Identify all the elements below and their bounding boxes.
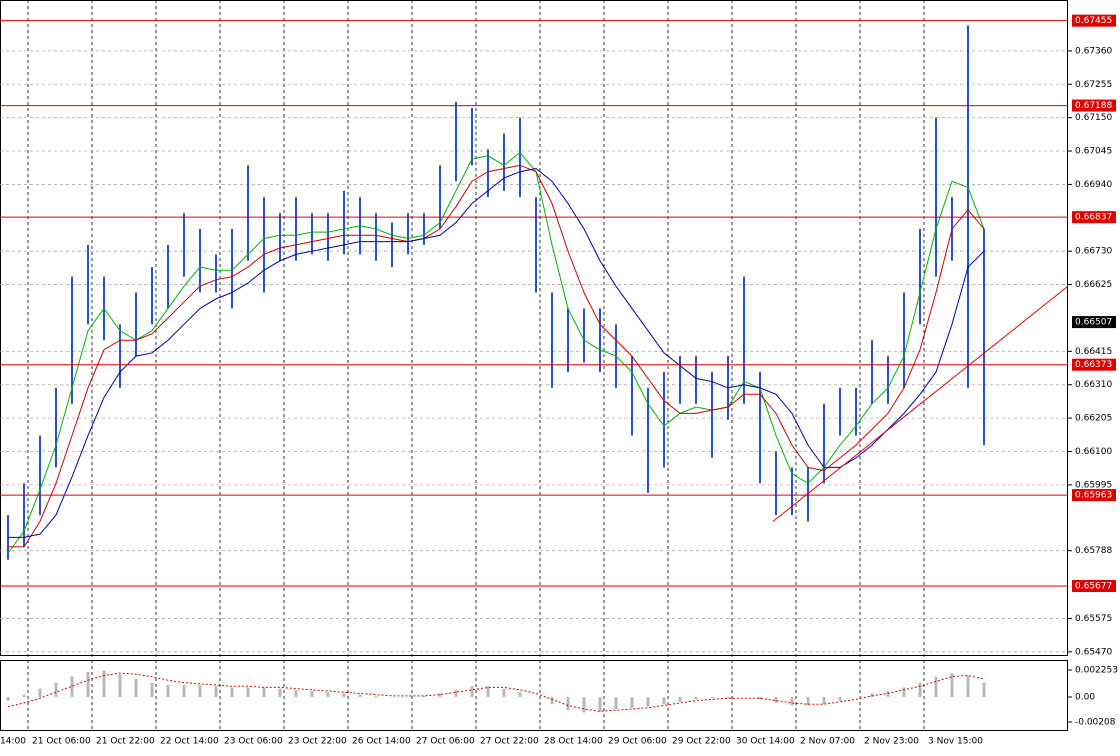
level-label: 0.67188 bbox=[1075, 101, 1112, 111]
y-tick-label: 0.66940 bbox=[1075, 180, 1112, 190]
level-label-box bbox=[1072, 489, 1116, 502]
x-tick-label: 3 Nov 15:00 bbox=[928, 737, 983, 747]
x-tick-label: 2 Nov 07:00 bbox=[800, 737, 855, 747]
level-label: 0.65963 bbox=[1075, 491, 1112, 501]
level-label: 0.66373 bbox=[1075, 360, 1112, 370]
y-tick-label: 0.67360 bbox=[1075, 46, 1112, 56]
level-label-box bbox=[1072, 358, 1116, 371]
x-tick-label: 30 Oct 14:00 bbox=[736, 737, 795, 747]
moving-average bbox=[8, 167, 985, 538]
y-tick-label: 0.66625 bbox=[1075, 280, 1112, 290]
last-price-label: 0.66507 bbox=[1075, 318, 1112, 328]
y-tick-label: 0.002253 bbox=[1075, 665, 1118, 675]
y-tick-label: 0.00 bbox=[1075, 693, 1095, 703]
y-tick-label: 0.67150 bbox=[1075, 113, 1112, 123]
level-label-box bbox=[1072, 211, 1116, 224]
x-tick-label: 21 Oct 22:00 bbox=[96, 737, 155, 747]
x-tick-label: 27 Oct 22:00 bbox=[480, 737, 539, 747]
last-price-box bbox=[1072, 316, 1116, 329]
x-tick-label: 23 Oct 06:00 bbox=[224, 737, 283, 747]
y-tick-label: 0.66100 bbox=[1075, 447, 1112, 457]
y-tick-label: 0.65575 bbox=[1075, 614, 1112, 624]
x-tick-label: 21 Oct 06:00 bbox=[32, 737, 91, 747]
y-tick-label: -0.00208 bbox=[1075, 717, 1116, 727]
trendline bbox=[772, 285, 1069, 522]
y-tick-label: 0.67045 bbox=[1075, 147, 1112, 157]
moving-average bbox=[8, 164, 985, 548]
x-tick-label: 29 Oct 06:00 bbox=[608, 737, 667, 747]
x-tick-label: 28 Oct 14:00 bbox=[544, 737, 603, 747]
level-label-box bbox=[1072, 14, 1116, 27]
level-label-box bbox=[1072, 99, 1116, 112]
x-tick-label: 26 Oct 14:00 bbox=[352, 737, 411, 747]
price-panel-border bbox=[0, 0, 1068, 656]
level-label-box bbox=[1072, 580, 1116, 593]
y-tick-label: 0.66310 bbox=[1075, 380, 1112, 390]
signal-line bbox=[7, 672, 985, 712]
y-tick-label: 0.66730 bbox=[1075, 247, 1112, 257]
x-tick-label: 2 Nov 23:00 bbox=[864, 737, 919, 747]
level-label: 0.65677 bbox=[1075, 582, 1112, 592]
x-tick-label: 29 Oct 22:00 bbox=[672, 737, 731, 747]
y-tick-label: 0.65995 bbox=[1075, 480, 1112, 490]
x-tick-label: 14:00 bbox=[0, 737, 26, 747]
x-tick-label: 27 Oct 06:00 bbox=[416, 737, 475, 747]
x-tick-label: 23 Oct 22:00 bbox=[288, 737, 347, 747]
y-tick-label: 0.65788 bbox=[1075, 546, 1112, 556]
y-tick-label: 0.67255 bbox=[1075, 80, 1112, 90]
x-tick-label: 22 Oct 14:00 bbox=[160, 737, 219, 747]
y-tick-label: 0.66205 bbox=[1075, 414, 1112, 424]
y-tick-label: 0.66415 bbox=[1075, 347, 1112, 357]
level-label: 0.66837 bbox=[1075, 213, 1112, 223]
y-tick-label: 0.65470 bbox=[1075, 647, 1112, 657]
oscillator-panel-border bbox=[0, 660, 1068, 731]
level-label: 0.67455 bbox=[1075, 16, 1112, 26]
